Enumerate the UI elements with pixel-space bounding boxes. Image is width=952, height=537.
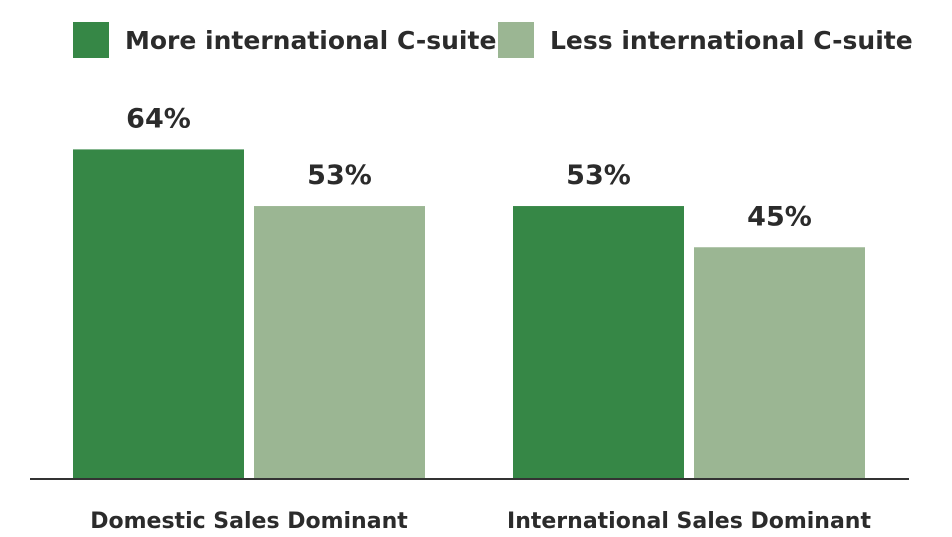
value-labels-group: 64% 53% 53% 45% xyxy=(126,103,812,232)
legend-swatch-less-international xyxy=(498,22,534,58)
category-label-international: International Sales Dominant xyxy=(507,509,871,534)
value-label-international-sales-dominant-less-international-c-suite: 45% xyxy=(747,201,812,232)
legend-swatch-more-international xyxy=(73,22,109,58)
value-label-international-sales-dominant-more-international-c-suite: 53% xyxy=(566,160,631,191)
value-label-domestic-sales-dominant-more-international-c-suite: 64% xyxy=(126,103,191,134)
bar-domestic-sales-dominant-more-international-c-suite xyxy=(73,149,244,479)
bar-international-sales-dominant-more-international-c-suite xyxy=(513,206,684,480)
category-label-domestic: Domestic Sales Dominant xyxy=(90,509,408,534)
value-label-domestic-sales-dominant-less-international-c-suite: 53% xyxy=(307,160,372,191)
bar-international-sales-dominant-less-international-c-suite xyxy=(694,247,865,479)
legend: More international C-suite Less internat… xyxy=(73,22,913,58)
legend-label-less-international: Less international C-suite xyxy=(550,26,913,55)
bar-domestic-sales-dominant-less-international-c-suite xyxy=(254,206,425,480)
category-labels: Domestic Sales Dominant International Sa… xyxy=(90,509,871,534)
legend-label-more-international: More international C-suite xyxy=(125,26,496,55)
bars-group xyxy=(73,149,865,480)
